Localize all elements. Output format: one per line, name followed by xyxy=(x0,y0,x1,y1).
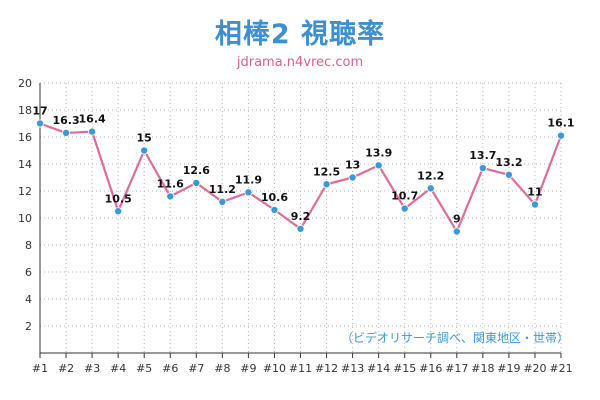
data-point xyxy=(426,184,435,193)
data-label: 10.5 xyxy=(105,192,132,205)
data-label: 10.6 xyxy=(261,191,288,204)
x-tick-label: #19 xyxy=(497,362,520,375)
x-tick-label: #11 xyxy=(289,362,312,375)
data-label: 13.9 xyxy=(365,146,392,159)
y-tick-label: 14 xyxy=(18,158,32,171)
data-label: 11.6 xyxy=(157,177,184,190)
x-tick-label: #7 xyxy=(188,362,204,375)
x-tick-label: #3 xyxy=(84,362,100,375)
x-tick-label: #9 xyxy=(240,362,256,375)
data-point xyxy=(322,180,331,189)
data-label: 11.9 xyxy=(235,173,262,186)
x-tick-label: #13 xyxy=(341,362,364,375)
x-tick-label: #12 xyxy=(315,362,338,375)
x-tick-label: #2 xyxy=(58,362,74,375)
x-tick-label: #14 xyxy=(367,362,390,375)
x-tick-label: #17 xyxy=(445,362,468,375)
data-point xyxy=(348,173,357,182)
data-label: 12.2 xyxy=(417,169,444,182)
data-point xyxy=(36,119,45,128)
data-point xyxy=(478,164,487,173)
data-label: 13 xyxy=(345,159,360,172)
data-point xyxy=(374,161,383,170)
data-label: 11 xyxy=(527,186,542,199)
data-label: 16.1 xyxy=(547,117,574,130)
x-tick-label: #16 xyxy=(419,362,442,375)
y-tick-label: 12 xyxy=(18,185,32,198)
data-label: 12.6 xyxy=(183,164,210,177)
data-point xyxy=(296,224,305,233)
data-label: 13.2 xyxy=(495,156,522,169)
y-tick-label: 18 xyxy=(18,104,32,117)
data-point xyxy=(218,197,227,206)
data-label: 15 xyxy=(137,132,152,145)
data-label: 16.3 xyxy=(52,114,79,127)
data-label: 12.5 xyxy=(313,165,340,178)
data-point xyxy=(244,188,253,197)
data-point xyxy=(557,131,566,140)
source-note: （ビデオリサーチ調べ、関東地区・世帯） xyxy=(341,330,569,345)
data-point xyxy=(192,178,201,187)
data-label: 10.7 xyxy=(391,190,418,203)
data-point xyxy=(270,205,279,214)
axes: 2 4 6 8 10 12 14 16 18 20 #1 #2 #3 #4 #5 #6 #7 #8 #9 #10 #11… xyxy=(18,77,573,375)
data-label: 9.2 xyxy=(291,210,311,223)
data-point xyxy=(400,204,409,213)
y-tick-label: 10 xyxy=(18,212,32,225)
y-tick-label: 2 xyxy=(25,320,32,333)
y-tick-label: 6 xyxy=(25,266,32,279)
x-tick-label: #4 xyxy=(110,362,126,375)
data-point xyxy=(530,200,539,209)
chart-title: 相棒2 視聴率 xyxy=(214,19,386,50)
data-point xyxy=(88,127,97,136)
x-tick-label: #21 xyxy=(549,362,572,375)
data-label: 13.7 xyxy=(469,149,496,162)
y-tick-label: 4 xyxy=(25,293,32,306)
x-tick-label: #8 xyxy=(214,362,230,375)
grid-lines xyxy=(40,82,562,353)
data-label: 16.4 xyxy=(79,113,106,126)
x-tick-label: #1 xyxy=(32,362,48,375)
data-label: 17 xyxy=(32,105,47,118)
data-point xyxy=(166,192,175,201)
data-label: 9 xyxy=(453,213,461,226)
x-tick-label: #6 xyxy=(162,362,178,375)
data-label: 11.2 xyxy=(209,183,236,196)
x-tick-label: #18 xyxy=(471,362,494,375)
data-point xyxy=(504,170,513,179)
data-point xyxy=(452,227,461,236)
x-tick-label: #5 xyxy=(136,362,152,375)
series: 17 16.316.4 10.5 15 11.612.6 11.211.9 10.69.2 1… xyxy=(32,105,575,236)
y-tick-label: 16 xyxy=(18,131,32,144)
data-point xyxy=(62,128,71,137)
x-tick-label: #20 xyxy=(523,362,546,375)
y-tick-label: 8 xyxy=(25,239,32,252)
chart-subtitle: jdrama.n4vrec.com xyxy=(236,55,364,70)
x-tick-label: #15 xyxy=(393,362,416,375)
x-tick-label: #10 xyxy=(263,362,286,375)
data-point xyxy=(114,207,123,216)
data-point xyxy=(140,146,149,155)
y-tick-label: 20 xyxy=(18,77,32,90)
